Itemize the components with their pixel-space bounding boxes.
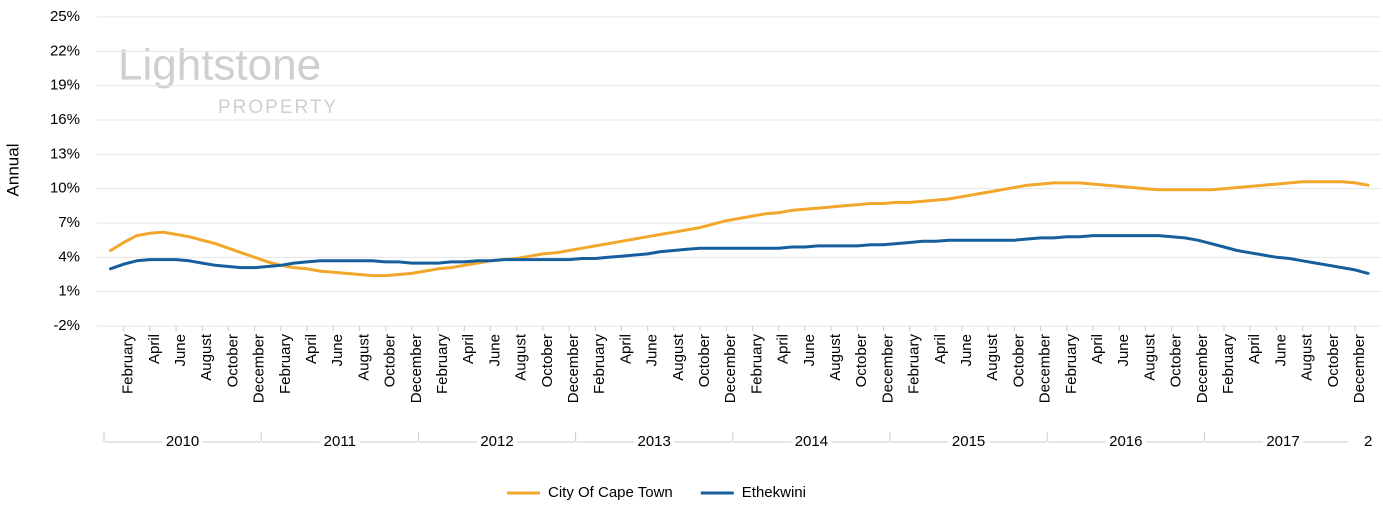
x-tick-label: April xyxy=(775,334,792,364)
x-tick-label: October xyxy=(1325,334,1342,387)
group-label: 2016 xyxy=(1109,433,1142,450)
x-tick-label: April xyxy=(460,334,477,364)
x-tick-label: June xyxy=(958,334,975,367)
group-label: 2015 xyxy=(952,433,985,450)
x-tick-label: April xyxy=(617,334,634,364)
y-tick-label: 4% xyxy=(58,248,80,265)
legend-label: City Of Cape Town xyxy=(548,484,673,501)
series-line xyxy=(109,180,1370,278)
x-tick-label: August xyxy=(827,333,844,381)
group-label-bg xyxy=(477,433,517,451)
x-tick-label: August xyxy=(198,333,215,381)
x-tick-label: August xyxy=(984,333,1001,381)
x-tick-label: December xyxy=(879,334,896,403)
group-label: 2 xyxy=(1364,433,1372,450)
group-label-bg xyxy=(1263,433,1303,451)
x-tick-label: December xyxy=(722,334,739,403)
y-tick-label: 16% xyxy=(50,111,80,128)
x-tick-label: December xyxy=(408,334,425,403)
x-tick-label: February xyxy=(906,334,923,395)
group-label: 2017 xyxy=(1266,433,1299,450)
x-tick-label: December xyxy=(565,334,582,403)
y-tick-label: -2% xyxy=(53,317,80,334)
x-tick-label: October xyxy=(539,334,556,387)
group-label: 2011 xyxy=(324,433,356,450)
x-tick-label: December xyxy=(1351,334,1368,403)
x-tick-label: June xyxy=(801,334,818,367)
x-tick-label: February xyxy=(748,334,765,395)
x-tick-label: August xyxy=(670,333,687,381)
y-tick-label: 10% xyxy=(50,180,80,197)
x-tick-label: April xyxy=(1246,334,1263,364)
x-tick-label: February xyxy=(591,334,608,395)
y-tick-label: 19% xyxy=(50,77,80,94)
x-tick-label: February xyxy=(277,334,294,395)
x-tick-label: December xyxy=(1194,334,1211,403)
group-label-bg xyxy=(1348,433,1383,451)
x-tick-label: October xyxy=(1010,334,1027,387)
x-tick-label: February xyxy=(120,334,137,395)
x-tick-label: August xyxy=(1141,333,1158,381)
x-tick-label: October xyxy=(853,334,870,387)
group-label: 2013 xyxy=(638,433,671,450)
group-label: 2012 xyxy=(480,433,513,450)
x-tick-label: June xyxy=(486,334,503,367)
x-tick-label: February xyxy=(1063,334,1080,395)
y-tick-label: 1% xyxy=(58,283,80,300)
group-label: 2014 xyxy=(795,433,828,450)
x-tick-label: June xyxy=(1272,334,1289,367)
x-tick-label: October xyxy=(696,334,713,387)
y-tick-label: 22% xyxy=(50,42,80,59)
watermark-subtitle: PROPERTY xyxy=(218,97,338,118)
x-tick-label: April xyxy=(146,334,163,364)
x-tick-label: December xyxy=(1037,334,1054,403)
y-axis-label: Annual xyxy=(3,144,22,197)
group-label-bg xyxy=(162,433,203,451)
watermark-title: Lightstone xyxy=(118,41,321,90)
x-tick-label: October xyxy=(1168,334,1185,387)
x-tick-label: February xyxy=(1220,334,1237,395)
x-tick-label: October xyxy=(382,334,399,387)
x-tick-label: August xyxy=(1299,333,1316,381)
x-tick-label: August xyxy=(355,333,372,381)
group-label-bg xyxy=(319,433,360,451)
x-tick-label: June xyxy=(1115,334,1132,367)
group-label: 2010 xyxy=(166,433,199,450)
series-line xyxy=(109,234,1370,275)
y-tick-label: 25% xyxy=(50,8,80,25)
x-tick-label: February xyxy=(434,334,451,395)
x-tick-label: June xyxy=(644,334,661,367)
x-tick-label: October xyxy=(224,334,241,387)
x-tick-label: April xyxy=(932,334,949,364)
x-tick-label: August xyxy=(513,333,530,381)
y-tick-label: 7% xyxy=(58,214,80,231)
y-tick-label: 13% xyxy=(50,145,80,162)
x-tick-label: December xyxy=(251,334,268,403)
group-label-bg xyxy=(948,433,989,451)
x-tick-label: June xyxy=(329,334,346,367)
group-label-bg xyxy=(791,433,832,451)
group-label-bg xyxy=(1105,433,1146,451)
group-label-bg xyxy=(634,433,675,451)
legend-label: Ethekwini xyxy=(742,484,806,501)
x-tick-label: June xyxy=(172,334,189,367)
x-tick-label: April xyxy=(1089,334,1106,364)
x-tick-label: April xyxy=(303,334,320,364)
